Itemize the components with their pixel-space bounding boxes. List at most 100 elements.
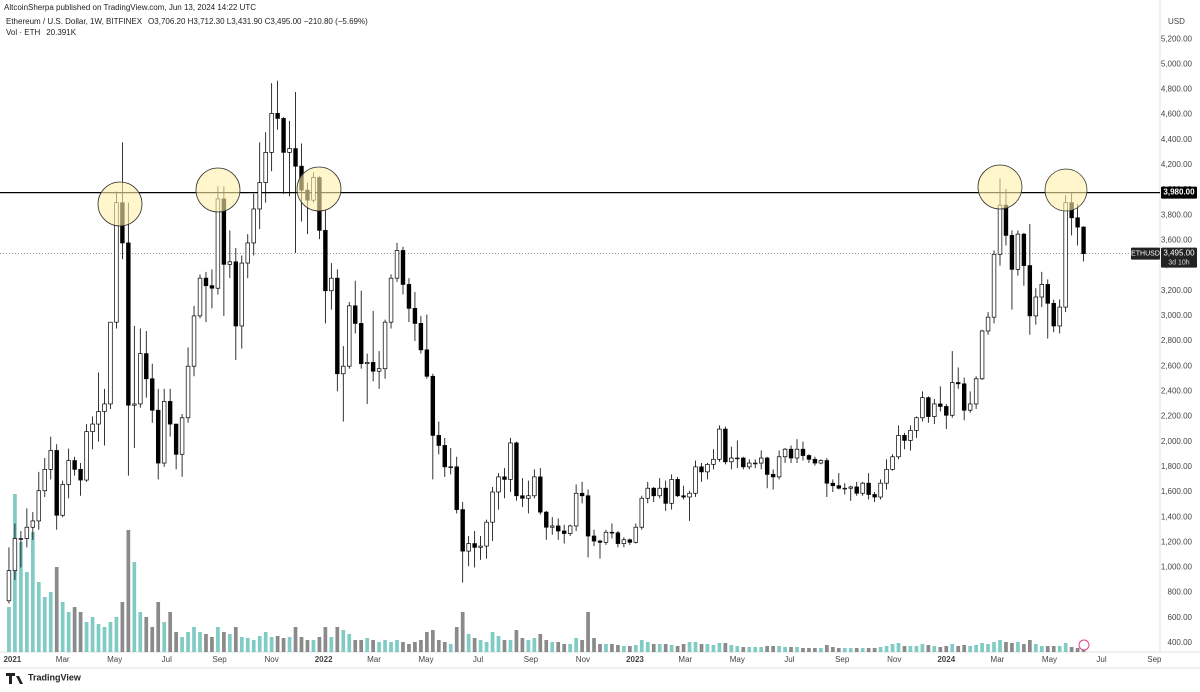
candle-body [257,182,262,210]
volume-bar [484,642,489,652]
volume-bar [514,630,519,652]
x-tick-label: May [730,655,745,664]
volume-bar [162,622,167,652]
volume-bar [72,607,77,652]
volume-bar [54,567,59,652]
volume-bar [890,644,895,652]
volume-bar [693,642,698,652]
candle-body [126,242,131,406]
candle-body [788,448,794,459]
candle-body [466,543,471,552]
volume-bar [974,645,978,652]
candle-body [627,539,633,543]
volume-bar [735,646,740,652]
volume-bar [592,638,596,652]
volume-bar [210,637,214,652]
x-tick-label: Mar [56,655,70,664]
candle-body [681,495,686,498]
candle-body [651,487,656,497]
circle-annotation [195,167,241,213]
volume-bar [466,634,471,652]
candle-body [263,152,268,183]
volume-bar [544,640,549,652]
volume-bar [622,646,626,652]
x-tick-label: May [1042,655,1057,664]
candle-body [538,476,543,513]
x-tick-label: Mar [367,655,381,664]
volume-bar [908,646,913,652]
volume-bar [442,642,447,652]
volume-bar [1004,642,1008,652]
candle-body [376,368,382,372]
symbol-line: Ethereum / U.S. Dollar, 1W, BITFINEX O3,7… [6,17,368,26]
candle-body [430,375,436,436]
volume-bar [1022,644,1026,652]
candle-body [496,476,501,493]
candle-body [382,321,388,370]
volume-bar [7,607,11,652]
volume-bar [562,644,567,652]
volume-bar [830,647,835,652]
volume-bar [747,647,752,652]
volume-bar [478,640,483,652]
volume-bar [980,643,984,652]
volume-bar [854,648,859,652]
volume-bar [992,642,996,652]
candle-body [1003,204,1009,236]
candle-body [902,435,907,441]
volume-bar [1063,643,1068,652]
volume-bar [168,612,172,652]
volume-bar [878,647,883,652]
volume-bar [896,643,901,652]
volume-bar [174,632,178,652]
candle-body [872,494,877,498]
volume-bar [538,634,543,652]
volume-bar [490,632,495,652]
x-tick-label: Nov [887,655,901,664]
y-tick-label: 4,400.00 [1161,135,1193,144]
candle-body [597,540,603,543]
volume-bar [323,627,328,652]
volume-bar [90,617,95,652]
volume-bar [25,572,29,652]
circle-annotation [977,164,1023,210]
candle-body [884,469,889,484]
volume-bar [717,643,722,652]
candle-body [60,484,65,516]
volume-bar [377,642,381,652]
y-tick-label: 800.00 [1168,588,1193,597]
candle-body [753,462,758,465]
candle-body [544,511,549,528]
candle-body [144,353,149,380]
candle-body [758,457,764,464]
candle-body [394,250,400,279]
volume-bar [96,624,101,652]
volume-bar [842,648,847,652]
candle-body [878,482,883,498]
x-tick-label: Sep [1147,655,1162,664]
x-tick-label: Jul [162,655,172,664]
candle-body [639,497,644,528]
volume-bar [1081,649,1086,652]
volume-bar [884,646,889,652]
x-tick-label: Sep [524,655,539,664]
axis-layer: 400.00 600.00 800.00 1,000.00 1,200.00 1,400.… [3,34,1197,664]
volume-bar [287,637,292,652]
volume-bar [30,532,35,652]
volume-bar [944,646,949,652]
volume-bar [968,646,972,652]
candle-body [424,349,430,377]
volume-bar [335,627,340,652]
y-tick-label: 600.00 [1168,613,1193,622]
volume-bar [359,640,364,652]
y-tick-label: 1,000.00 [1161,563,1193,572]
volume-bar [156,602,161,652]
candle-body [561,530,567,534]
candle-body [747,462,752,468]
volume-bar [239,637,244,652]
volume-bar [771,646,775,652]
volume-bar [711,645,716,652]
candle-body [687,492,692,498]
candle-body [66,460,71,485]
candle-body [293,148,298,167]
